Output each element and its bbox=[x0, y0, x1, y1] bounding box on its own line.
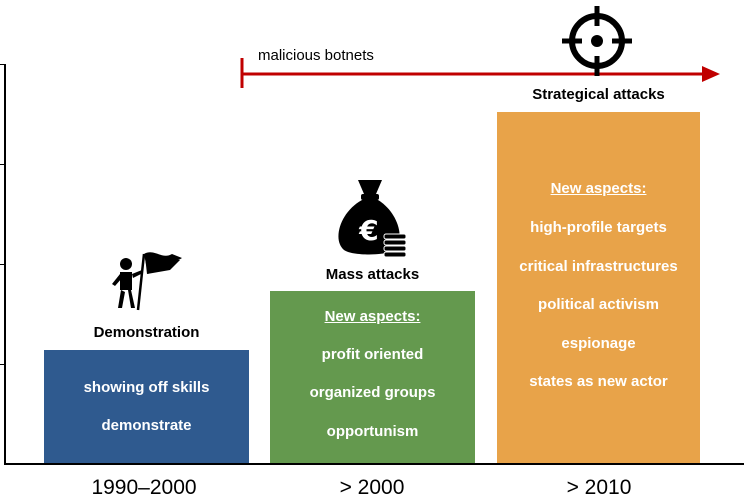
money-bag-icon: € bbox=[338, 180, 407, 258]
new-aspects-heading: New aspects: bbox=[550, 180, 647, 197]
phase-title-mass-attacks: Mass attacks bbox=[325, 266, 420, 283]
phase-line: high-profile targets bbox=[530, 219, 667, 236]
y-axis-tick bbox=[0, 364, 6, 365]
period-label: 1990–2000 bbox=[91, 476, 197, 499]
x-axis bbox=[4, 463, 744, 465]
phase-line: organized groups bbox=[309, 384, 436, 401]
botnet-timeline-arrow bbox=[240, 58, 720, 88]
period-label: > 2010 bbox=[566, 476, 632, 499]
phase-title-demonstration: Demonstration bbox=[93, 324, 200, 341]
phase-bar-mass-attacks: New aspects: profit oriented organized g… bbox=[270, 291, 475, 463]
phase-line: profit oriented bbox=[321, 346, 424, 363]
period-label: > 2000 bbox=[339, 476, 405, 499]
phase-line: political activism bbox=[538, 296, 659, 313]
phase-line: critical infrastructures bbox=[519, 258, 678, 275]
phase-line: opportunism bbox=[326, 423, 419, 440]
phase-bar-demonstration: showing off skills demonstrate bbox=[44, 350, 249, 463]
phase-line: demonstrate bbox=[101, 417, 192, 434]
timeline-label: malicious botnets bbox=[258, 47, 374, 64]
y-axis-tick bbox=[0, 264, 6, 265]
phase-line: states as new actor bbox=[529, 373, 668, 390]
crosshair-target-icon bbox=[562, 6, 632, 76]
y-axis-tick bbox=[0, 164, 6, 165]
person-with-flag-icon bbox=[112, 252, 182, 311]
phase-title-strategical-attacks: Strategical attacks bbox=[532, 86, 665, 103]
phase-line: showing off skills bbox=[83, 379, 210, 396]
svg-text:€: € bbox=[358, 214, 378, 247]
phase-line: espionage bbox=[561, 335, 636, 352]
y-axis-tick bbox=[0, 64, 6, 65]
new-aspects-heading: New aspects: bbox=[324, 308, 421, 325]
phase-bar-strategical-attacks: New aspects: high-profile targets critic… bbox=[497, 112, 700, 463]
